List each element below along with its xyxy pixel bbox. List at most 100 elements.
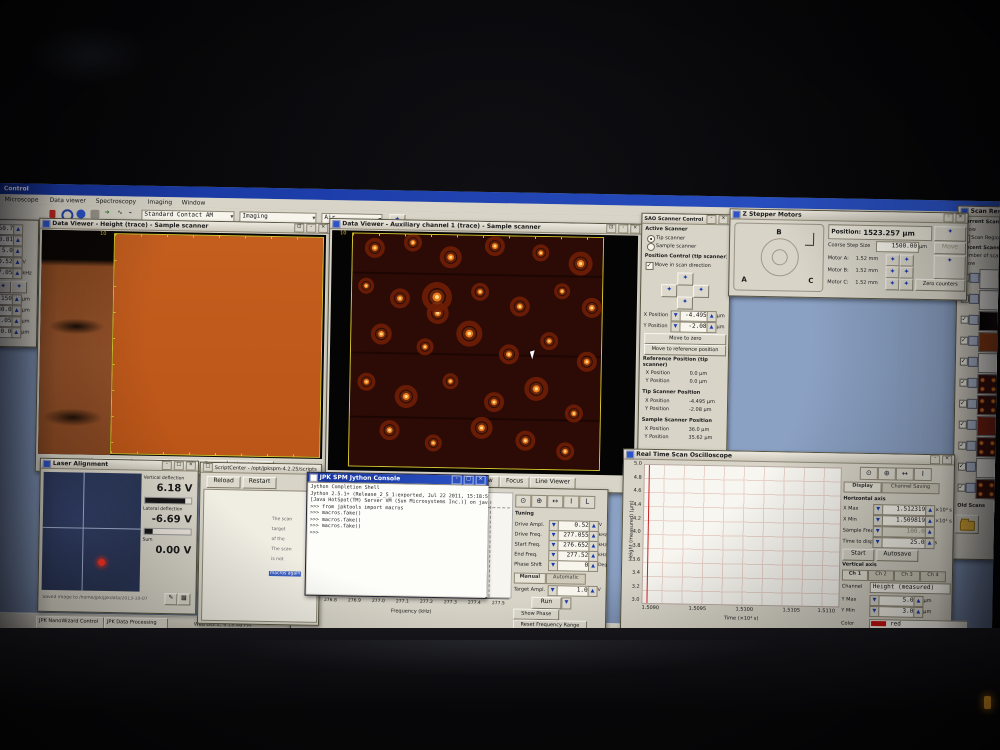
spin-up-icon[interactable] — [913, 595, 924, 607]
scan-thumbnail[interactable] — [978, 289, 1000, 313]
minimize-icon[interactable] — [706, 214, 717, 225]
h-range-icon[interactable]: ↔ — [547, 495, 564, 509]
minimize-icon[interactable] — [451, 475, 462, 485]
scan-thumbnail[interactable] — [979, 268, 1000, 292]
tab-ch1[interactable]: Ch 1 — [841, 569, 869, 581]
spin-up-icon[interactable] — [12, 268, 23, 280]
cursor-l-icon[interactable]: L — [579, 495, 596, 509]
zoom-icon[interactable]: ⊙ — [515, 494, 532, 508]
move-button[interactable]: Move — [933, 242, 967, 255]
y-min-field[interactable]: 3.0 — [878, 606, 916, 618]
thumbnail-checkbox[interactable] — [957, 483, 966, 492]
menu-item[interactable]: Microscope — [4, 196, 39, 204]
run-options-icon[interactable] — [561, 597, 572, 610]
autosave-button[interactable]: Autosave — [876, 549, 919, 562]
chevron-down-icon[interactable]: ▾ — [312, 214, 316, 222]
x-max-field[interactable]: 1.512319 — [882, 504, 928, 517]
approach-arrow-icon[interactable]: ➜ — [104, 208, 110, 217]
spin-up-icon[interactable] — [587, 585, 598, 598]
move-to-reference-button[interactable]: Move to reference position — [643, 343, 727, 357]
tab-ch4[interactable]: Ch 4 — [919, 570, 947, 583]
panel-titlebar[interactable]: SAO Scanner Control — [642, 213, 731, 226]
spin-up-icon[interactable] — [13, 224, 24, 236]
spin-up-icon[interactable] — [924, 527, 935, 539]
radio-label[interactable]: Sample scanner — [655, 243, 697, 250]
motor-icon[interactable] — [76, 209, 86, 219]
channel-select[interactable]: Height (measured) — [869, 582, 951, 595]
close-icon[interactable] — [318, 223, 329, 234]
x-position-field[interactable]: -4.495 — [679, 310, 709, 323]
restart-button[interactable]: Restart — [242, 476, 277, 490]
panel-titlebar[interactable]: Real Time Scan Oscilloscope — [624, 449, 955, 466]
spin-up-icon[interactable] — [11, 316, 22, 328]
scan-thumbnail[interactable] — [977, 352, 1000, 376]
close-icon[interactable] — [475, 475, 486, 485]
tab-manual[interactable]: Manual — [513, 572, 546, 585]
height-image-canvas[interactable]: 10 — [38, 229, 327, 459]
pan-icon[interactable]: ⊕ — [877, 467, 896, 481]
spin-up-icon[interactable] — [924, 538, 935, 550]
dock-icon[interactable] — [294, 223, 305, 233]
spin-up-icon[interactable] — [924, 516, 936, 528]
camera-icon[interactable] — [90, 209, 100, 219]
show-phase-button[interactable]: Show Phase — [513, 608, 560, 621]
checkbox-label[interactable]: Scan Region — [971, 234, 1000, 242]
motors-up-button[interactable] — [934, 226, 967, 242]
minimize-icon[interactable] — [930, 455, 941, 465]
tab-ch3[interactable]: Ch 3 — [893, 570, 921, 582]
scan-thumbnail[interactable] — [976, 436, 1000, 460]
coarse-step-field[interactable]: 1500.00 — [875, 241, 920, 253]
run-button[interactable]: Run — [531, 596, 562, 610]
motor-b-up-button[interactable] — [885, 266, 900, 279]
motor-a-down-button[interactable] — [899, 254, 914, 267]
minimize-icon[interactable] — [618, 224, 629, 234]
script-text-area[interactable]: The scan target of the The scan is not m… — [201, 488, 320, 623]
scan-thumbnail[interactable] — [977, 373, 1000, 397]
edit-icon[interactable]: ✎ — [164, 593, 178, 606]
panel-titlebar[interactable]: ScriptCenter - /opt/jpkspm-4.2.25/script… — [200, 462, 321, 475]
spin-up-icon[interactable] — [706, 321, 717, 334]
maximize-icon[interactable] — [173, 461, 184, 471]
radio-tip-scanner[interactable] — [647, 234, 656, 244]
stop-icon[interactable] — [49, 209, 56, 219]
menu-item[interactable]: Window — [181, 199, 206, 207]
motor-c-down-button[interactable] — [899, 278, 914, 291]
cursor-icon[interactable]: I — [913, 467, 932, 482]
motor-a-up-button[interactable] — [885, 254, 900, 267]
y-max-field[interactable]: 5.0 — [878, 595, 916, 607]
minimize-icon[interactable] — [161, 461, 172, 471]
thumbnail-checkbox[interactable] — [960, 336, 969, 345]
motors-down-button[interactable] — [933, 255, 966, 280]
undo-icon[interactable] — [0, 280, 12, 294]
reload-button[interactable]: Reload — [206, 475, 241, 489]
thumbnail-checkbox[interactable] — [959, 399, 968, 408]
menu-item[interactable]: Imaging — [147, 198, 173, 207]
tab-ch2[interactable]: Ch 2 — [867, 569, 895, 582]
close-icon[interactable] — [718, 215, 729, 225]
scan-thumbnail[interactable] — [978, 310, 1000, 334]
aux-scan-region[interactable] — [347, 232, 605, 472]
spin-up-icon[interactable] — [706, 310, 717, 323]
radio-sample-scanner[interactable] — [646, 242, 656, 252]
y-position-field[interactable]: -2.08 — [679, 321, 709, 334]
tab-channel-saving[interactable]: Channel Saving — [881, 482, 940, 495]
sample-freq-field[interactable]: 100.0 — [881, 526, 927, 539]
x-min-field[interactable]: 1.509819 — [881, 515, 928, 528]
motor-c-up-button[interactable] — [885, 278, 900, 291]
console-output[interactable]: Jython Completion Shell Jython 2.5.1+ (R… — [306, 482, 489, 597]
move-right-button[interactable] — [693, 284, 710, 299]
scan-thumbnail[interactable] — [976, 394, 1000, 418]
close-icon[interactable] — [955, 213, 966, 223]
close-icon[interactable] — [942, 455, 953, 465]
scan-thumbnail[interactable] — [975, 478, 1000, 502]
spin-up-icon[interactable] — [587, 560, 599, 573]
spin-up-icon[interactable] — [925, 505, 936, 517]
minimize-icon[interactable] — [943, 213, 954, 223]
chevron-down-icon[interactable]: ▾ — [230, 213, 234, 221]
dock-icon[interactable] — [606, 224, 617, 234]
thumbnail-checkbox[interactable] — [958, 420, 967, 429]
spin-up-icon[interactable] — [11, 305, 22, 317]
spin-up-icon[interactable] — [12, 257, 23, 269]
spin-up-icon[interactable] — [12, 246, 23, 258]
thumbnail-checkbox[interactable] — [959, 378, 968, 387]
